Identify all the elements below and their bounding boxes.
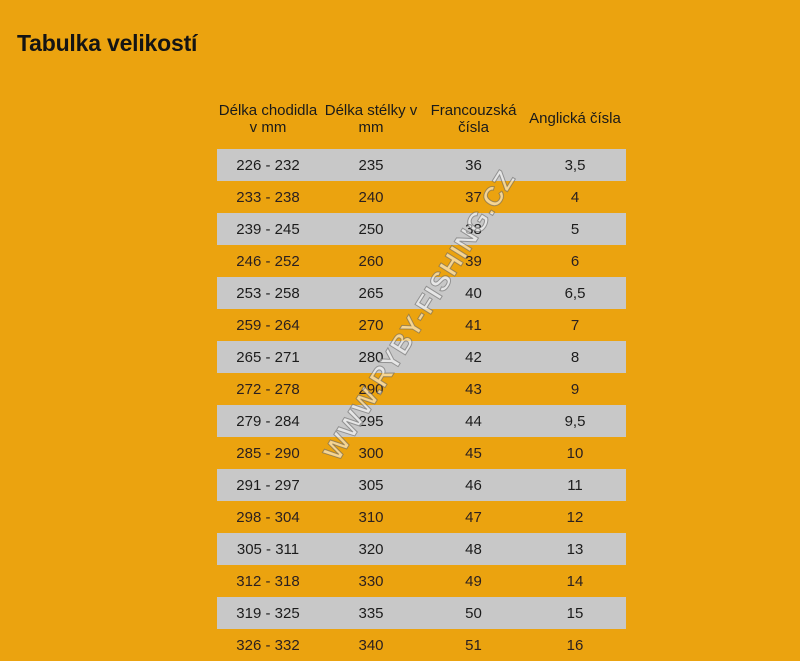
cell-insole-length: 320 xyxy=(358,540,384,558)
cell-french-size: 50 xyxy=(465,604,482,622)
header-english-size: Anglická čísla xyxy=(529,110,621,127)
table-row: 226 - 232 235 36 3,5 xyxy=(217,149,626,181)
cell-insole-length: 240 xyxy=(358,188,384,206)
cell-insole-length: 340 xyxy=(358,636,384,654)
table-row: 279 - 284 295 44 9,5 xyxy=(217,405,626,437)
cell-foot-length: 305 - 311 xyxy=(236,540,300,558)
cell-english-size: 10 xyxy=(566,444,584,462)
cell-foot-length: 312 - 318 xyxy=(236,572,300,590)
table-row: 265 - 271 280 42 8 xyxy=(217,341,626,373)
cell-french-size: 36 xyxy=(465,156,482,174)
cell-foot-length: 226 - 232 xyxy=(236,156,300,174)
cell-french-size: 51 xyxy=(465,636,482,654)
cell-insole-length: 330 xyxy=(358,572,384,590)
cell-foot-length: 253 - 258 xyxy=(236,284,300,302)
cell-french-size: 39 xyxy=(465,252,482,270)
cell-french-size: 44 xyxy=(465,412,482,430)
cell-french-size: 45 xyxy=(465,444,482,462)
cell-english-size: 8 xyxy=(570,348,580,366)
cell-english-size: 9,5 xyxy=(564,412,586,430)
cell-french-size: 49 xyxy=(465,572,482,590)
table-row: 239 - 245 250 38 5 xyxy=(217,213,626,245)
cell-foot-length: 272 - 278 xyxy=(236,380,300,398)
cell-insole-length: 305 xyxy=(358,476,384,494)
cell-english-size: 13 xyxy=(566,540,584,558)
cell-foot-length: 279 - 284 xyxy=(236,412,300,430)
cell-english-size: 3,5 xyxy=(564,156,586,174)
table-row: 298 - 304 310 47 12 xyxy=(217,501,626,533)
cell-insole-length: 300 xyxy=(358,444,384,462)
cell-foot-length: 298 - 304 xyxy=(236,508,300,526)
cell-insole-length: 250 xyxy=(358,220,384,238)
cell-french-size: 38 xyxy=(465,220,482,238)
cell-insole-length: 295 xyxy=(358,412,384,430)
cell-insole-length: 290 xyxy=(358,380,384,398)
cell-insole-length: 265 xyxy=(358,284,384,302)
cell-french-size: 41 xyxy=(465,316,482,334)
cell-foot-length: 326 - 332 xyxy=(236,636,300,654)
cell-insole-length: 235 xyxy=(358,156,384,174)
cell-english-size: 4 xyxy=(570,188,580,206)
cell-foot-length: 259 - 264 xyxy=(236,316,300,334)
table-row: 253 - 258 265 40 6,5 xyxy=(217,277,626,309)
cell-french-size: 48 xyxy=(465,540,482,558)
table-row: 285 - 290 300 45 10 xyxy=(217,437,626,469)
table-row: 305 - 311 320 48 13 xyxy=(217,533,626,565)
cell-insole-length: 270 xyxy=(358,316,384,334)
table-row: 319 - 325 335 50 15 xyxy=(217,597,626,629)
table-row: 246 - 252 260 39 6 xyxy=(217,245,626,277)
table-row: 272 - 278 290 43 9 xyxy=(217,373,626,405)
cell-english-size: 6,5 xyxy=(564,284,586,302)
cell-foot-length: 239 - 245 xyxy=(236,220,300,238)
cell-english-size: 7 xyxy=(570,316,580,334)
page-title: Tabulka velikostí xyxy=(17,30,198,56)
cell-english-size: 11 xyxy=(567,476,583,494)
table-row: 259 - 264 270 41 7 xyxy=(217,309,626,341)
table-row: 233 - 238 240 37 4 xyxy=(217,181,626,213)
table-header: Délka chodidla v mm Délka stélky v mm Fr… xyxy=(217,88,626,149)
cell-insole-length: 310 xyxy=(358,508,384,526)
cell-foot-length: 233 - 238 xyxy=(236,188,300,206)
table-row: 291 - 297 305 46 11 xyxy=(217,469,626,501)
header-french-size: Francouzská čísla xyxy=(430,101,517,136)
cell-foot-length: 246 - 252 xyxy=(236,252,300,270)
cell-english-size: 5 xyxy=(570,220,580,238)
cell-english-size: 15 xyxy=(566,604,584,622)
header-insole-length: Délka stélky v mm xyxy=(324,101,418,136)
cell-english-size: 16 xyxy=(566,636,584,654)
table-body: 226 - 232 235 36 3,5 233 - 238 240 37 4 239 - 24… xyxy=(217,149,626,661)
cell-french-size: 43 xyxy=(465,380,482,398)
cell-french-size: 46 xyxy=(465,476,482,494)
cell-english-size: 14 xyxy=(566,572,584,590)
cell-foot-length: 265 - 271 xyxy=(236,348,300,366)
cell-insole-length: 260 xyxy=(358,252,384,270)
cell-insole-length: 335 xyxy=(358,604,384,622)
cell-french-size: 47 xyxy=(465,508,482,526)
cell-insole-length: 280 xyxy=(358,348,384,366)
cell-foot-length: 285 - 290 xyxy=(236,444,300,462)
cell-french-size: 42 xyxy=(465,348,482,366)
cell-english-size: 6 xyxy=(570,252,580,270)
cell-foot-length: 291 - 297 xyxy=(236,476,300,494)
cell-french-size: 40 xyxy=(465,284,482,302)
cell-english-size: 9 xyxy=(570,380,580,398)
table-row: 326 - 332 340 51 16 xyxy=(217,629,626,661)
size-table: Délka chodidla v mm Délka stélky v mm Fr… xyxy=(217,88,626,661)
header-foot-length: Délka chodidla v mm xyxy=(218,101,318,136)
cell-english-size: 12 xyxy=(566,508,584,526)
table-row: 312 - 318 330 49 14 xyxy=(217,565,626,597)
cell-foot-length: 319 - 325 xyxy=(236,604,300,622)
cell-french-size: 37 xyxy=(465,188,482,206)
